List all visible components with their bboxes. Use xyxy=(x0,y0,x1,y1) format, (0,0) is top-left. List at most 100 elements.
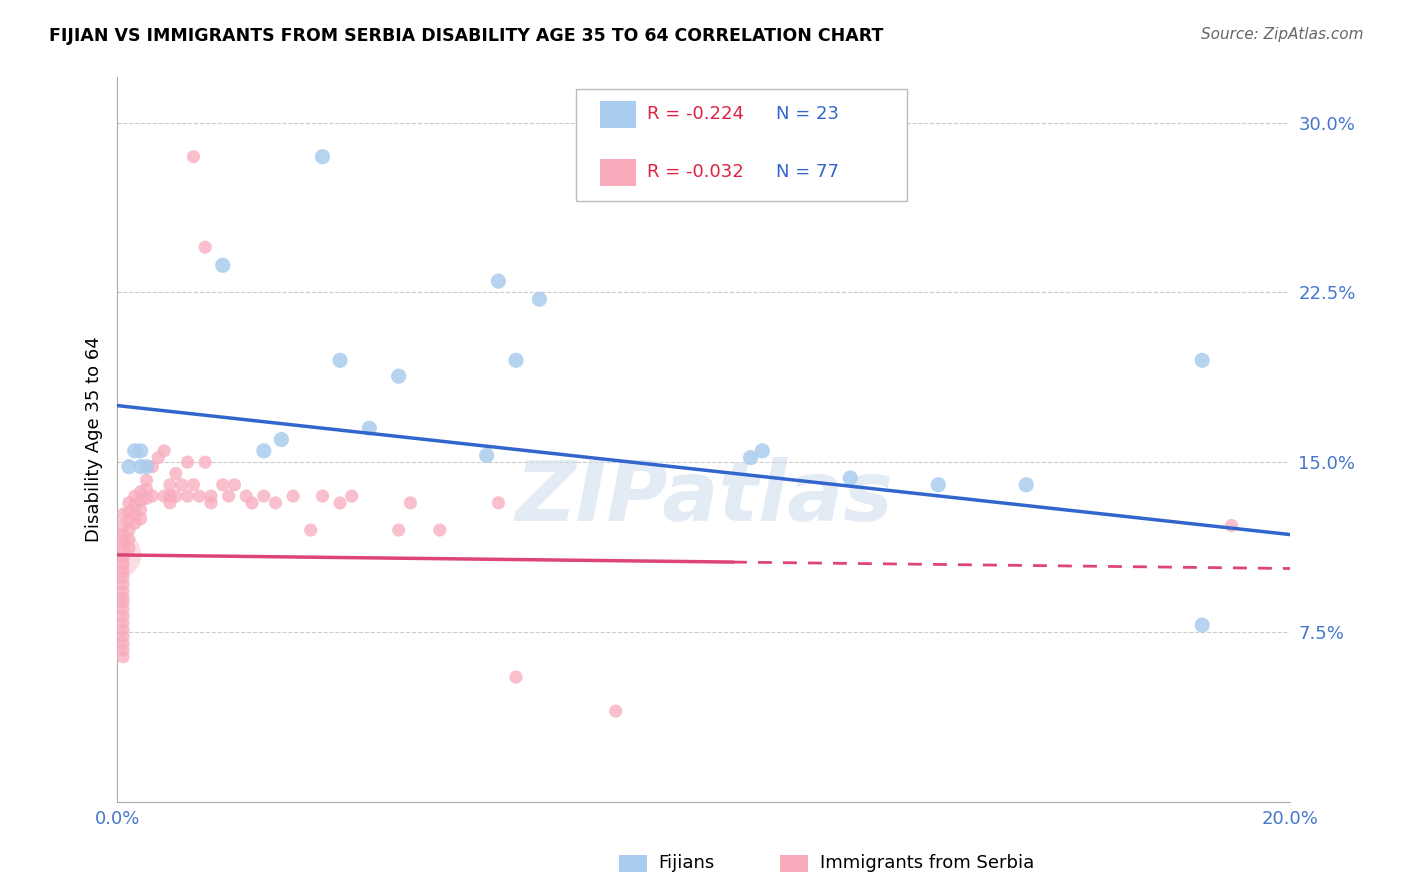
Text: R = -0.032: R = -0.032 xyxy=(647,163,744,181)
Point xyxy=(135,483,157,497)
Point xyxy=(129,512,152,526)
Point xyxy=(159,496,181,510)
Point xyxy=(839,471,862,485)
Point xyxy=(118,505,141,519)
Point xyxy=(200,496,222,510)
Point xyxy=(112,550,135,565)
Point xyxy=(388,369,411,384)
Point xyxy=(129,484,152,499)
Point xyxy=(281,489,304,503)
Point xyxy=(486,496,509,510)
Point xyxy=(170,477,193,491)
Point xyxy=(112,615,135,630)
Point xyxy=(112,518,135,533)
Point xyxy=(105,548,128,562)
Point xyxy=(194,240,217,254)
Point xyxy=(118,541,141,556)
Point xyxy=(359,421,381,435)
Point xyxy=(264,496,287,510)
Point xyxy=(141,489,163,503)
Point xyxy=(112,602,135,616)
Text: N = 23: N = 23 xyxy=(776,105,839,123)
Point xyxy=(124,489,146,503)
Point xyxy=(183,150,205,164)
Point xyxy=(253,443,276,458)
Point xyxy=(118,459,141,474)
Point xyxy=(311,150,333,164)
Point xyxy=(329,496,352,510)
Point xyxy=(153,443,176,458)
Point xyxy=(112,649,135,664)
Point xyxy=(235,489,257,503)
Point xyxy=(112,570,135,584)
Point xyxy=(505,670,527,684)
Point xyxy=(112,507,135,521)
Point xyxy=(135,473,157,487)
Point xyxy=(112,609,135,624)
Point xyxy=(165,489,187,503)
Point xyxy=(153,489,176,503)
Point xyxy=(1191,353,1213,368)
Point xyxy=(224,477,246,491)
Point xyxy=(299,523,322,537)
Point xyxy=(927,477,949,491)
Point xyxy=(270,433,292,447)
Point xyxy=(388,523,411,537)
Point xyxy=(135,459,157,474)
Point xyxy=(112,636,135,650)
Point xyxy=(112,623,135,637)
Point xyxy=(253,489,276,503)
Point xyxy=(340,489,363,503)
Point xyxy=(124,507,146,521)
Point xyxy=(124,516,146,531)
Text: Source: ZipAtlas.com: Source: ZipAtlas.com xyxy=(1201,27,1364,42)
Point xyxy=(118,496,141,510)
Point xyxy=(194,455,217,469)
Point xyxy=(141,459,163,474)
Point xyxy=(112,629,135,643)
Point xyxy=(135,491,157,506)
Point xyxy=(124,498,146,512)
Point xyxy=(475,448,498,462)
Point xyxy=(211,258,233,272)
Point xyxy=(740,450,762,465)
Text: ZIPatlas: ZIPatlas xyxy=(515,457,893,538)
Point xyxy=(129,459,152,474)
Point xyxy=(1220,518,1243,533)
Point xyxy=(329,353,352,368)
Point xyxy=(112,577,135,591)
Point xyxy=(112,591,135,605)
Point xyxy=(129,502,152,516)
Point xyxy=(200,489,222,503)
Point xyxy=(183,477,205,491)
Y-axis label: Disability Age 35 to 64: Disability Age 35 to 64 xyxy=(86,336,103,542)
Point xyxy=(429,523,451,537)
Point xyxy=(399,496,422,510)
Point xyxy=(211,477,233,491)
Point xyxy=(311,489,333,503)
Text: FIJIAN VS IMMIGRANTS FROM SERBIA DISABILITY AGE 35 TO 64 CORRELATION CHART: FIJIAN VS IMMIGRANTS FROM SERBIA DISABIL… xyxy=(49,27,883,45)
Point xyxy=(112,564,135,578)
Point xyxy=(112,584,135,599)
Point xyxy=(112,541,135,556)
Point xyxy=(159,489,181,503)
Point xyxy=(112,534,135,549)
Point xyxy=(218,489,240,503)
Point xyxy=(129,493,152,508)
Point xyxy=(176,489,198,503)
Point xyxy=(118,523,141,537)
Text: R = -0.224: R = -0.224 xyxy=(647,105,744,123)
Point xyxy=(505,353,527,368)
Point xyxy=(751,443,773,458)
Point xyxy=(1191,618,1213,632)
Point xyxy=(112,643,135,657)
Point xyxy=(148,450,170,465)
Point xyxy=(124,443,146,458)
Text: Fijians: Fijians xyxy=(658,855,714,872)
Point xyxy=(486,274,509,288)
Point xyxy=(240,496,263,510)
Point xyxy=(165,467,187,481)
Point xyxy=(605,704,627,718)
Point xyxy=(159,477,181,491)
Point xyxy=(188,489,211,503)
